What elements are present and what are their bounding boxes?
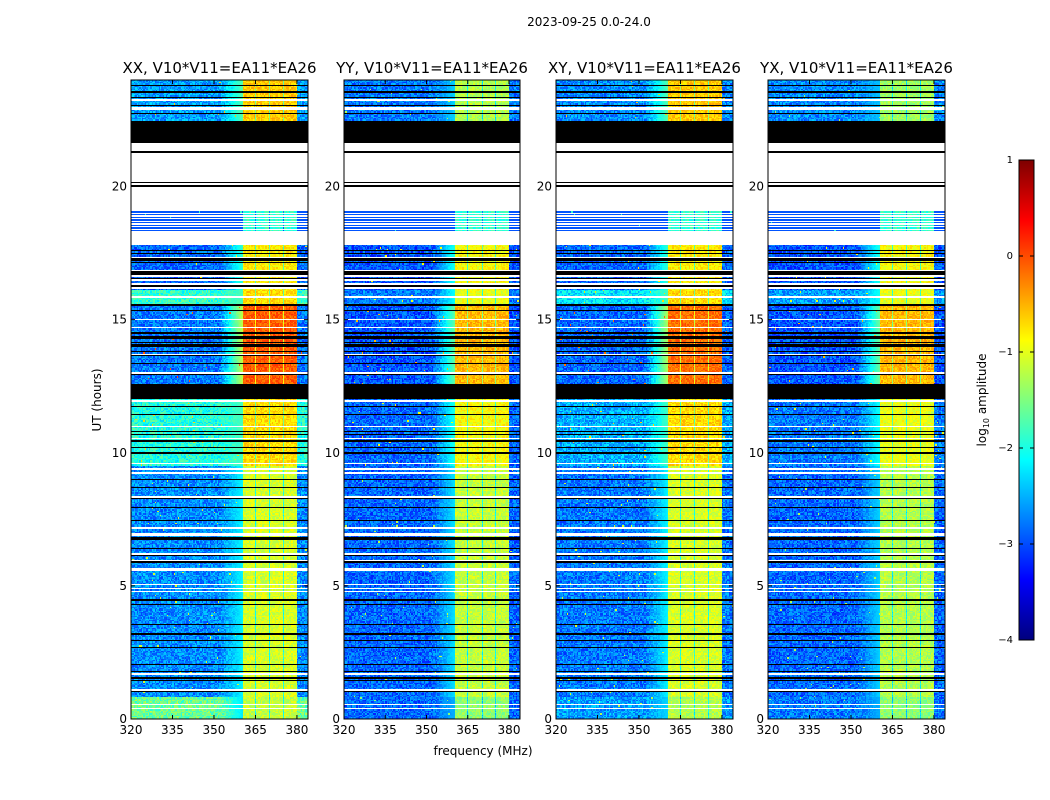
colorbar-tick-label: −2 bbox=[998, 443, 1013, 454]
y-tick-label: 15 bbox=[112, 313, 127, 327]
panel-title: YX, V10*V11=EA11*EA26 bbox=[759, 59, 953, 77]
x-tick-label: 350 bbox=[415, 723, 438, 737]
colorbar-tick-label: −4 bbox=[998, 635, 1013, 646]
x-tick-label: 380 bbox=[285, 723, 308, 737]
y-tick-label: 10 bbox=[112, 446, 127, 460]
x-tick-label: 320 bbox=[545, 723, 568, 737]
y-tick-label: 20 bbox=[749, 180, 764, 194]
y-tick-label: 10 bbox=[325, 446, 340, 460]
x-tick-label: 365 bbox=[881, 723, 904, 737]
waterfall-xx bbox=[131, 80, 308, 719]
figure-title: 2023-09-25 0.0-24.0 bbox=[527, 15, 651, 29]
colorbar-label: log10 amplitude bbox=[975, 354, 991, 447]
x-tick-label: 335 bbox=[586, 723, 609, 737]
panel-frame bbox=[343, 79, 521, 720]
x-tick-label: 320 bbox=[333, 723, 356, 737]
y-tick-label: 5 bbox=[332, 579, 340, 593]
x-tick-label: 335 bbox=[798, 723, 821, 737]
x-tick-label: 380 bbox=[922, 723, 945, 737]
x-axis-label: frequency (MHz) bbox=[433, 744, 532, 758]
y-tick-label: 20 bbox=[537, 180, 552, 194]
y-tick-label: 15 bbox=[749, 313, 764, 327]
colorbar-frame bbox=[1018, 159, 1035, 641]
x-tick-label: 320 bbox=[757, 723, 780, 737]
colorbar-tick-label: −1 bbox=[998, 347, 1013, 358]
waterfall-yx bbox=[768, 80, 945, 719]
y-tick-label: 5 bbox=[119, 579, 127, 593]
panel-title: XY, V10*V11=EA11*EA26 bbox=[548, 59, 741, 77]
y-tick-label: 10 bbox=[537, 446, 552, 460]
x-tick-label: 335 bbox=[374, 723, 397, 737]
panel-title: XX, V10*V11=EA11*EA26 bbox=[122, 59, 316, 77]
y-tick-label: 15 bbox=[537, 313, 552, 327]
panel-title: YY, V10*V11=EA11*EA26 bbox=[335, 59, 528, 77]
colorbar-gradient bbox=[1019, 160, 1034, 640]
panel-frame bbox=[767, 79, 946, 720]
waterfall-yy bbox=[344, 80, 520, 719]
x-tick-label: 350 bbox=[840, 723, 863, 737]
x-tick-label: 380 bbox=[498, 723, 521, 737]
x-tick-label: 320 bbox=[120, 723, 143, 737]
colorbar-tick-label: 1 bbox=[1007, 155, 1013, 166]
y-tick-label: 0 bbox=[332, 712, 340, 726]
y-tick-label: 0 bbox=[756, 712, 764, 726]
panel-frame bbox=[130, 79, 309, 720]
colorbar-tick-label: 0 bbox=[1007, 251, 1013, 262]
x-tick-label: 350 bbox=[203, 723, 226, 737]
y-tick-label: 0 bbox=[544, 712, 552, 726]
colorbar-tick-label: −3 bbox=[998, 539, 1013, 550]
y-tick-label: 5 bbox=[756, 579, 764, 593]
x-tick-label: 365 bbox=[456, 723, 479, 737]
waterfall-xy bbox=[556, 80, 733, 719]
x-tick-label: 365 bbox=[244, 723, 267, 737]
x-tick-label: 365 bbox=[669, 723, 692, 737]
y-tick-label: 20 bbox=[112, 180, 127, 194]
y-tick-label: 20 bbox=[325, 180, 340, 194]
x-tick-label: 350 bbox=[628, 723, 651, 737]
x-tick-label: 335 bbox=[161, 723, 184, 737]
y-tick-label: 0 bbox=[119, 712, 127, 726]
y-tick-label: 15 bbox=[325, 313, 340, 327]
y-tick-label: 5 bbox=[544, 579, 552, 593]
panel-frame bbox=[555, 79, 734, 720]
y-tick-label: 10 bbox=[749, 446, 764, 460]
y-axis-label: UT (hours) bbox=[90, 368, 104, 431]
x-tick-label: 380 bbox=[710, 723, 733, 737]
